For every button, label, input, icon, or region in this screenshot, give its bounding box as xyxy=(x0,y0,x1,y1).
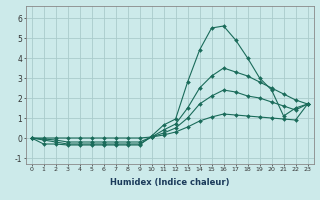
X-axis label: Humidex (Indice chaleur): Humidex (Indice chaleur) xyxy=(110,178,229,187)
